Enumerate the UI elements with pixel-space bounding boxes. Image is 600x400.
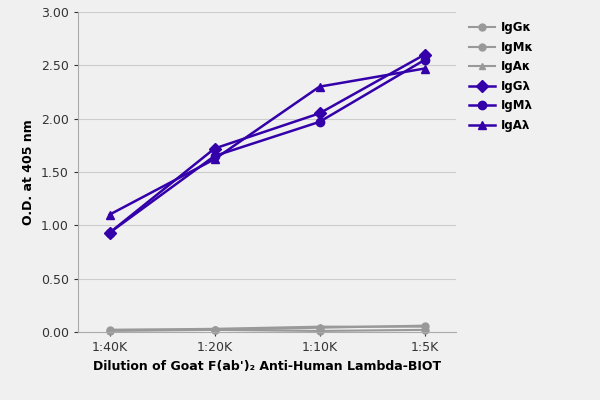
IgGλ: [316, 111, 323, 116]
X-axis label: Dilution of Goat F(ab')₂ Anti-Human Lambda-BIOT: Dilution of Goat F(ab')₂ Anti-Human Lamb…: [93, 360, 441, 372]
IgGλ: [106, 230, 113, 235]
IgGκ: [421, 323, 428, 328]
IgAκ: [106, 328, 113, 332]
IgGλ: [421, 52, 428, 57]
Line: IgAλ: IgAλ: [106, 64, 428, 219]
IgMλ: [106, 230, 113, 235]
IgAλ: [106, 212, 113, 217]
IgGκ: [106, 328, 113, 332]
Y-axis label: O.D. at 405 nm: O.D. at 405 nm: [22, 119, 35, 225]
IgGκ: [211, 328, 218, 332]
Line: IgGκ: IgGκ: [106, 322, 428, 333]
IgMκ: [211, 328, 218, 332]
IgGλ: [211, 146, 218, 151]
IgMλ: [421, 58, 428, 62]
Line: IgAκ: IgAκ: [106, 323, 428, 333]
Line: IgMλ: IgMλ: [106, 56, 428, 237]
IgAκ: [211, 326, 218, 331]
IgMλ: [211, 154, 218, 158]
IgMλ: [316, 120, 323, 124]
IgAλ: [316, 84, 323, 89]
Line: IgMκ: IgMκ: [106, 326, 428, 334]
IgAκ: [316, 324, 323, 329]
IgMκ: [316, 328, 323, 333]
IgMκ: [106, 328, 113, 333]
IgGκ: [316, 325, 323, 330]
IgAλ: [211, 157, 218, 162]
Legend: IgGκ, IgMκ, IgAκ, IgGλ, IgMλ, IgAλ: IgGκ, IgMκ, IgAκ, IgGλ, IgMλ, IgAλ: [466, 18, 538, 136]
IgAλ: [421, 66, 428, 71]
IgAκ: [421, 324, 428, 329]
Line: IgGλ: IgGλ: [106, 50, 428, 237]
IgMκ: [421, 328, 428, 332]
